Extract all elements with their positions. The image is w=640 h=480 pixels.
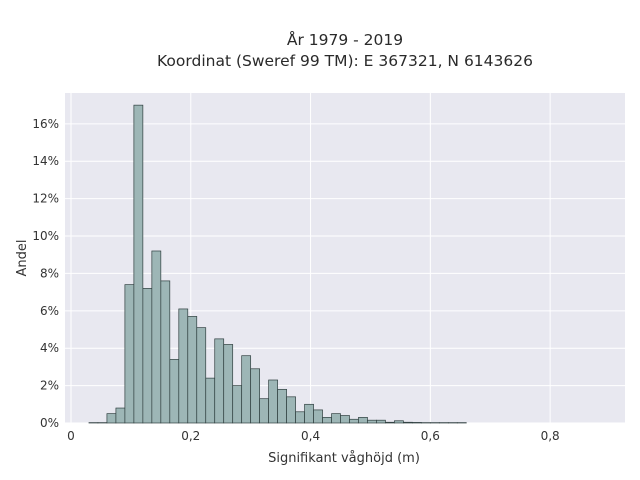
y-axis-ticks: 0% 2% 4% 6% 8% 10% 12% 14% 16% bbox=[32, 117, 59, 430]
histogram-bar bbox=[313, 409, 323, 424]
histogram-bar bbox=[394, 420, 404, 424]
y-tick-label: 2% bbox=[40, 379, 59, 393]
chart-title-line-1: År 1979 - 2019 bbox=[287, 30, 403, 49]
chart-title-line-2: Koordinat (Sweref 99 TM): E 367321, N 61… bbox=[157, 52, 533, 70]
histogram-bar bbox=[187, 316, 198, 424]
bars bbox=[88, 104, 467, 424]
histogram-bar bbox=[376, 419, 386, 424]
x-tick-label: 0,6 bbox=[421, 429, 440, 443]
y-tick-label: 16% bbox=[32, 117, 59, 131]
histogram-bar bbox=[106, 413, 117, 424]
histogram-bar bbox=[322, 417, 332, 424]
histogram-bar bbox=[403, 421, 413, 424]
histogram-bar bbox=[367, 419, 377, 424]
histogram-bar bbox=[412, 422, 422, 424]
x-tick-label: 0,8 bbox=[541, 429, 560, 443]
y-tick-label: 8% bbox=[40, 266, 59, 280]
histogram-bar bbox=[241, 355, 252, 424]
histogram-bar bbox=[304, 403, 314, 424]
histogram-bar bbox=[358, 417, 368, 424]
histogram-bar bbox=[250, 368, 261, 424]
histogram-bar bbox=[331, 413, 341, 424]
x-tick-label: 0,4 bbox=[301, 429, 320, 443]
histogram-bar bbox=[232, 385, 243, 424]
x-tick-label: 0 bbox=[67, 429, 75, 443]
histogram-bar bbox=[124, 284, 135, 424]
histogram-bar bbox=[151, 250, 162, 424]
y-tick-label: 12% bbox=[32, 192, 59, 206]
y-tick-label: 6% bbox=[40, 304, 59, 318]
y-tick-label: 0% bbox=[40, 416, 59, 430]
histogram-bar bbox=[286, 396, 296, 424]
histogram-bar bbox=[223, 344, 234, 424]
histogram-bar bbox=[259, 398, 269, 424]
histogram-bar bbox=[178, 308, 189, 424]
y-tick-label: 14% bbox=[32, 154, 59, 168]
histogram-bar bbox=[268, 379, 278, 424]
histogram-bar bbox=[196, 327, 207, 424]
histogram-bar bbox=[349, 418, 359, 424]
histogram-bar bbox=[277, 388, 287, 424]
histogram-bar bbox=[205, 377, 216, 424]
histogram-bar bbox=[214, 338, 225, 424]
histogram-bar bbox=[115, 407, 126, 424]
y-tick-label: 10% bbox=[32, 229, 59, 243]
x-tick-label: 0,2 bbox=[181, 429, 200, 443]
y-axis-label: Andel bbox=[15, 240, 30, 277]
x-axis-ticks: 0 0,2 0,4 0,6 0,8 bbox=[67, 429, 560, 443]
histogram-bar bbox=[385, 421, 395, 424]
y-tick-label: 4% bbox=[40, 341, 59, 355]
histogram-bar bbox=[160, 280, 171, 424]
histogram-bar bbox=[142, 288, 153, 424]
histogram-bar bbox=[133, 104, 144, 424]
histogram-bar bbox=[340, 415, 350, 424]
histogram-bar bbox=[169, 359, 180, 424]
histogram-bar bbox=[295, 411, 305, 424]
x-axis-label: Signifikant våghöjd (m) bbox=[268, 451, 420, 466]
